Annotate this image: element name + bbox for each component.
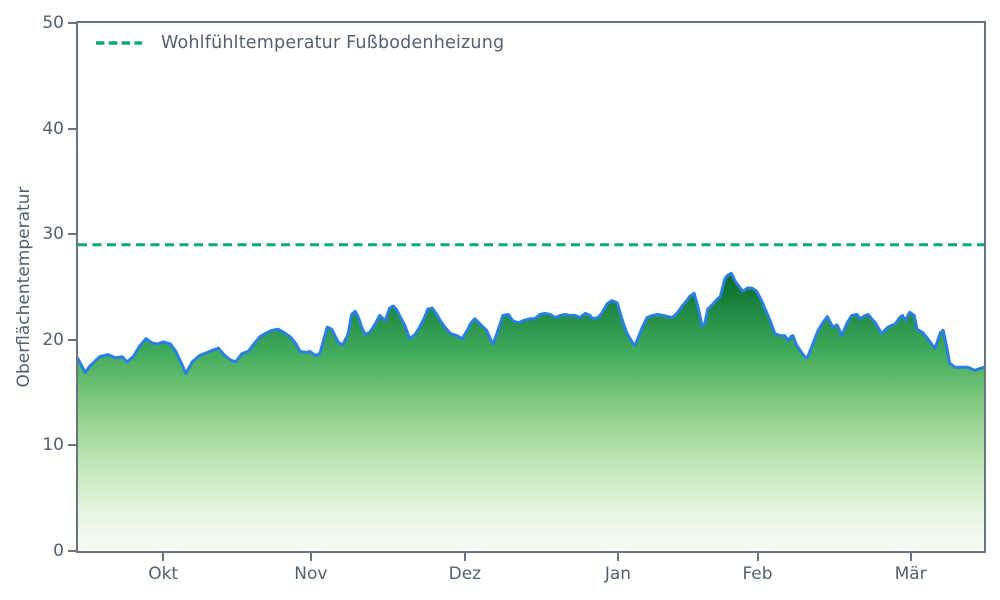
- x-tick-mark: [162, 553, 165, 561]
- y-axis-tick-label: 20: [42, 329, 64, 350]
- x-axis-tick-label: Nov: [294, 564, 328, 584]
- y-tick-mark: [68, 127, 76, 130]
- y-tick-mark: [68, 22, 76, 24]
- y-axis-tick-label: 30: [42, 224, 64, 245]
- y-tick-mark: [68, 338, 76, 341]
- y-axis-title: Oberflächentemperatur: [14, 186, 34, 388]
- y-axis-tick-label: 40: [42, 118, 64, 139]
- x-tick-mark: [309, 553, 312, 561]
- x-tick-mark: [909, 553, 912, 561]
- x-tick-mark: [616, 553, 619, 561]
- area-chart-canvas: [77, 242, 984, 551]
- plot-area: [75, 20, 986, 553]
- surface-temperature-area: [77, 272, 984, 551]
- x-tick-mark: [463, 553, 466, 561]
- x-axis-tick-label: Mär: [894, 564, 927, 584]
- y-axis-tick-label: 10: [42, 435, 64, 456]
- x-axis-tick-label: Feb: [742, 564, 773, 584]
- x-axis-tick-label: Okt: [148, 564, 179, 584]
- x-tick-mark: [756, 553, 759, 561]
- y-axis-tick-label: 0: [53, 541, 64, 561]
- y-tick-mark: [68, 233, 76, 236]
- x-axis-tick-label: Jan: [604, 564, 632, 584]
- y-axis-tick-label: 50: [42, 13, 64, 33]
- surface-temperature-line: [77, 271, 984, 375]
- y-tick-mark: [68, 550, 76, 552]
- y-tick-mark: [68, 444, 76, 447]
- x-axis-tick-label: Dez: [448, 564, 482, 584]
